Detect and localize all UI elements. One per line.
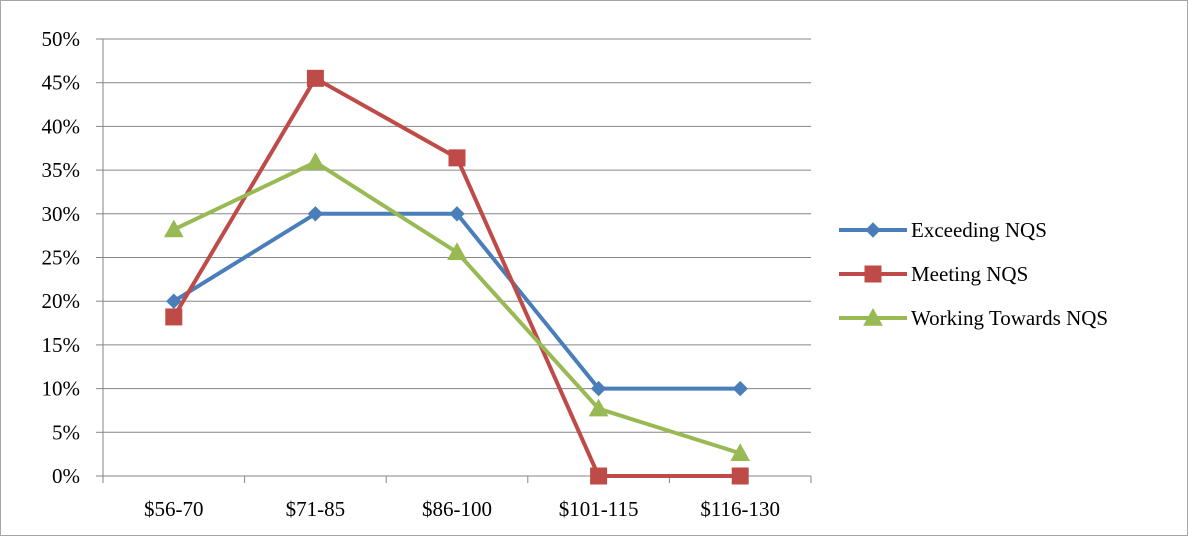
- series-lines: [163, 69, 751, 485]
- series-0: [166, 206, 748, 397]
- y-tick-label: 15%: [42, 333, 81, 357]
- x-tick-label: $116-130: [700, 497, 780, 521]
- x-tick-label: $56-70: [144, 497, 204, 521]
- legend-label: Meeting NQS: [911, 262, 1028, 286]
- y-tick-label: 40%: [42, 114, 81, 138]
- axes: [96, 38, 812, 483]
- data-point: [590, 380, 607, 397]
- data-point: [590, 467, 608, 485]
- series-2: [163, 152, 751, 461]
- data-point: [732, 380, 748, 397]
- legend-label: Exceeding NQS: [911, 218, 1047, 242]
- data-point: [306, 69, 324, 87]
- data-point: [447, 242, 467, 260]
- series-1: [165, 69, 749, 485]
- x-tick-label: $101-115: [559, 497, 639, 521]
- data-point: [166, 293, 182, 309]
- legend-marker: [863, 307, 883, 326]
- y-tick-label: 0%: [52, 464, 80, 488]
- data-point: [730, 443, 751, 461]
- y-tick-label: 50%: [42, 27, 81, 51]
- y-tick-label: 45%: [42, 71, 81, 95]
- y-axis-tick-labels: 0% 5% 10% 15% 20% 25% 30% 35% 40% 45% 50%: [42, 27, 81, 488]
- data-point: [305, 152, 326, 170]
- legend-marker: [864, 265, 882, 283]
- legend-label: Working Towards NQS: [911, 306, 1108, 330]
- y-tick-label: 25%: [42, 246, 81, 270]
- data-point: [448, 149, 466, 167]
- data-point: [163, 219, 184, 238]
- legend: Exceeding NQS Meeting NQS Working Towards …: [839, 218, 1108, 330]
- x-axis-tick-labels: $56-70 $71-85 $86-100 $101-115 $116-130: [144, 497, 780, 521]
- x-tick-label: $71-85: [286, 497, 346, 521]
- y-tick-label: 10%: [42, 377, 81, 401]
- data-point: [588, 398, 609, 417]
- legend-entry: Exceeding NQS: [839, 218, 1047, 242]
- legend-entry: Working Towards NQS: [839, 306, 1108, 330]
- series-line: [172, 160, 741, 456]
- y-tick-label: 5%: [52, 420, 80, 444]
- legend-entry: Meeting NQS: [839, 262, 1028, 286]
- y-tick-label: 30%: [42, 202, 81, 226]
- x-tick-label: $86-100: [422, 497, 492, 521]
- legend-marker: [865, 222, 881, 238]
- data-point: [449, 206, 465, 222]
- y-tick-label: 20%: [42, 289, 81, 313]
- data-point: [307, 206, 324, 222]
- data-point: [165, 308, 183, 326]
- gridlines: [103, 38, 811, 433]
- data-point: [731, 467, 749, 485]
- y-tick-label: 35%: [42, 158, 81, 182]
- series-line: [172, 76, 741, 478]
